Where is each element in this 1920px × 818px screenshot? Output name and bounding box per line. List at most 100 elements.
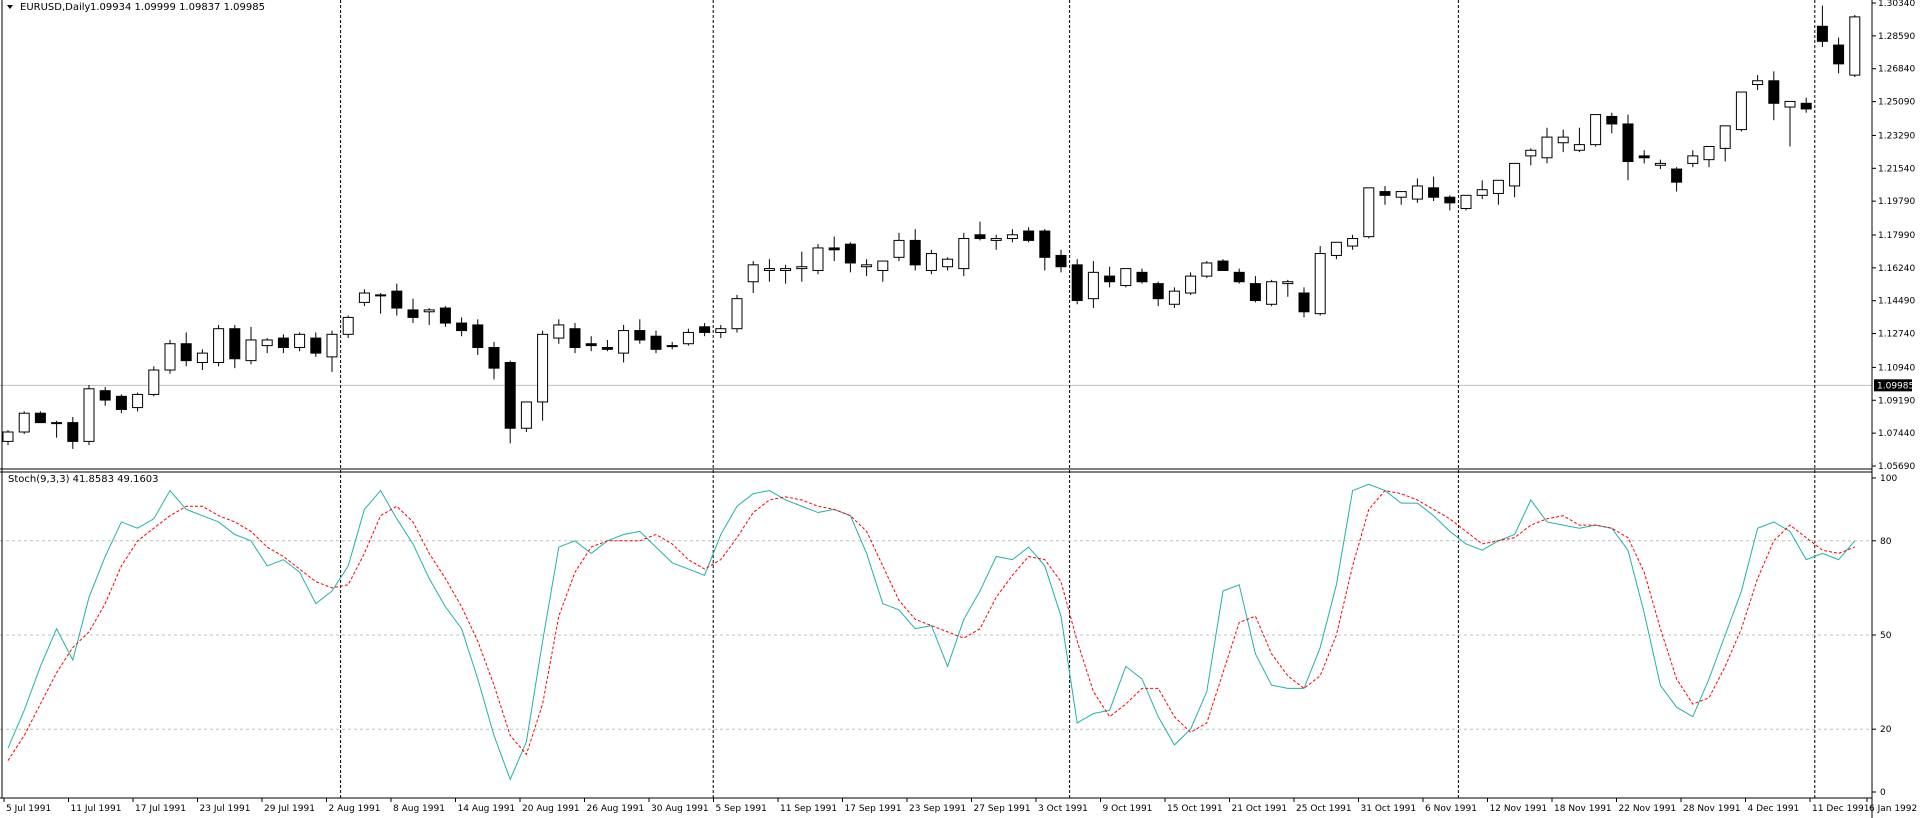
candle-48 [780,264,792,284]
candle-body-38 [618,330,630,354]
date-label-9: 26 Aug 1991 [587,804,645,814]
price-tick-label-7: 1.17990 [1878,231,1915,241]
candle-1 [18,411,30,434]
current-price-marker: 1.09985 [1874,379,1914,392]
candle-5 [83,385,95,446]
candle-body-23 [375,294,387,297]
candle-44 [715,324,727,339]
candle-body-26 [423,309,435,313]
candle-31 [504,360,516,444]
stoch-tick-label-0: 100 [1880,474,1897,484]
candle-102 [1654,159,1666,170]
candle-body-15 [245,339,257,362]
candle-112 [1816,5,1828,47]
stoch-levels [0,540,1872,730]
candle-83 [1347,234,1359,250]
candle-10 [164,339,176,374]
candle-92 [1492,179,1504,205]
price-tick-label-8: 1.16240 [1878,264,1915,274]
candle-99 [1606,112,1618,134]
candle-53 [861,259,873,277]
candle-body-4 [67,422,79,442]
candle-96 [1557,129,1569,153]
price-tick-label-14: 1.05690 [1878,462,1915,472]
candle-body-61 [990,238,1002,241]
candle-0 [2,430,14,446]
candle-body-64 [1039,230,1051,258]
price-tick-label-10: 1.12740 [1878,330,1915,340]
candle-46 [747,261,759,294]
candle-91 [1476,180,1488,200]
candle-body-105 [1703,146,1715,161]
candle-body-35 [569,328,581,348]
candle-81 [1314,246,1326,316]
date-label-12: 11 Sep 1991 [780,804,837,814]
candle-97 [1573,127,1585,153]
candle-body-66 [1071,264,1083,302]
collapse-triangle-icon[interactable] [7,5,13,9]
candle-body-27 [439,307,451,324]
candle-body-81 [1314,253,1326,315]
candle-43 [699,323,711,337]
date-label-11: 5 Sep 1991 [716,804,767,814]
candle-body-2 [34,412,46,424]
candle-80 [1298,287,1310,318]
candle-72 [1168,287,1180,309]
candle-84 [1363,187,1375,239]
date-label-21: 31 Oct 1991 [1361,804,1417,814]
candle-56 [909,229,921,271]
candle-49 [796,251,808,282]
candle-body-56 [909,239,921,266]
candle-9 [148,366,160,397]
candle-body-16 [261,339,273,347]
candle-98 [1590,114,1602,147]
candle-104 [1687,150,1699,168]
candle-body-112 [1816,25,1828,42]
candle-103 [1671,167,1683,192]
candle-body-99 [1606,115,1618,125]
symbol-header[interactable]: EURUSD,Daily 1.09934 1.09999 1.09837 1.0… [7,2,265,13]
candle-52 [844,242,856,273]
stoch-tick-label-4: 0 [1880,788,1886,798]
candle-body-33 [537,333,549,403]
candle-body-90 [1460,194,1472,209]
candle-body-55 [893,239,905,258]
candle-body-104 [1687,155,1699,164]
axes [0,0,1873,818]
candle-106 [1719,125,1731,162]
candle-body-44 [715,328,727,333]
candle-11 [180,332,192,367]
date-label-5: 2 Aug 1991 [329,804,381,814]
ohlc-values: 1.09934 1.09999 1.09837 1.09985 [90,2,265,13]
candle-75 [1217,259,1229,271]
candle-36 [585,336,597,352]
candle-3 [51,420,63,438]
candle-58 [942,257,954,271]
candle-47 [763,259,775,282]
candle-4 [67,416,79,449]
candle-body-54 [877,260,889,271]
candle-body-69 [1120,268,1132,286]
candle-7 [115,394,127,414]
candle-42 [682,328,694,346]
candle-body-83 [1347,238,1359,247]
candle-27 [439,306,451,327]
price-tick-label-12: 1.09190 [1878,396,1915,406]
date-label-19: 21 Oct 1991 [1232,804,1288,814]
date-label-17: 9 Oct 1991 [1103,804,1153,814]
candle-body-47 [763,268,775,271]
candle-body-20 [326,333,338,358]
candle-87 [1411,178,1423,203]
date-label-23: 12 Nov 1991 [1490,804,1548,814]
price-tick-label-1: 1.28590 [1878,32,1915,42]
candle-body-101 [1638,155,1650,159]
candle-12 [196,349,208,371]
candle-body-21 [342,316,354,335]
candle-body-40 [650,335,662,350]
candle-2 [34,411,46,424]
candle-body-77 [1249,283,1261,302]
candle-50 [812,244,824,275]
stoch-axis: 100 80 50 20 0 [1872,474,1897,798]
current-price-label: 1.09985 [1877,381,1914,391]
